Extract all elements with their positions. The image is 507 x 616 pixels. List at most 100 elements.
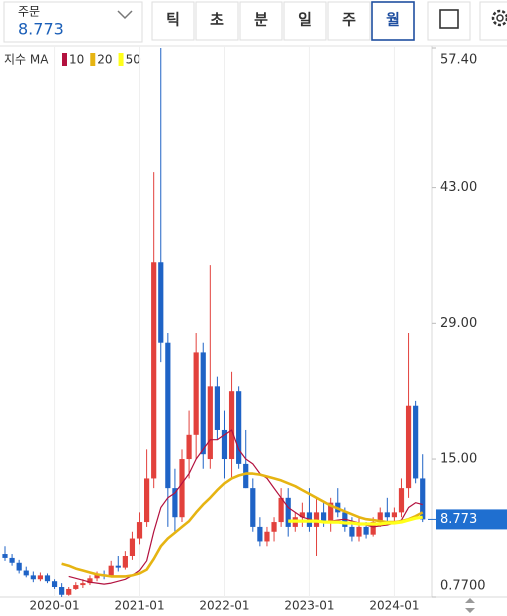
candle-body [321, 512, 327, 523]
candle-body [384, 512, 390, 518]
period-tab[interactable] [195, 1, 239, 41]
candle-body [37, 575, 43, 580]
candle-body [370, 522, 376, 535]
candle-body [278, 497, 284, 523]
toolbar: 주문 8.773 틱 초 분 일 주 월 [0, 0, 507, 46]
candle-body [59, 587, 65, 595]
period-label: 주 [342, 11, 356, 29]
x-tick-label: 2024-01 [369, 599, 419, 613]
candle-body [186, 434, 192, 460]
legend-label: 10 [69, 53, 84, 67]
period-tab[interactable] [239, 1, 283, 41]
ma-line [61, 472, 424, 578]
candle-body [87, 578, 93, 584]
legend-swatch [62, 53, 67, 66]
candle-body [115, 565, 121, 568]
order-box[interactable] [3, 1, 143, 43]
legend: 지수 MA 10 20 50 [4, 53, 141, 67]
square-button[interactable] [427, 1, 471, 41]
x-tick-label: 2020-01 [29, 599, 79, 613]
current-price-label: 8.773 [440, 512, 477, 527]
candle-body [398, 488, 405, 513]
candle-body [363, 526, 369, 535]
y-tick-label: 0.7700 [440, 579, 486, 594]
x-tick-label: 2022-01 [199, 599, 249, 613]
candle-body [44, 575, 51, 582]
dropdown-chevron[interactable] [117, 10, 133, 20]
candle-body [200, 352, 206, 455]
period-label: 월 [386, 11, 400, 29]
period-label: 틱 [166, 11, 180, 29]
legend-swatch [118, 53, 124, 66]
candle-body [51, 581, 58, 588]
gear-icon [491, 9, 507, 27]
candle-body [108, 565, 114, 577]
gear-hub [496, 14, 504, 22]
candle-body [73, 585, 79, 589]
candle-body [172, 488, 178, 518]
candle-body [391, 512, 397, 518]
settings-button[interactable] [479, 1, 507, 41]
x-tick-label: 2021-01 [114, 599, 164, 613]
legend-prefix: 지수 MA [4, 53, 49, 67]
ma-line [288, 515, 423, 526]
square-icon [439, 9, 459, 29]
candle-body [221, 429, 228, 460]
candle-body [214, 386, 220, 430]
y-tick-label: 29.00 [440, 316, 477, 331]
legend-label: 50 [126, 53, 141, 67]
candle-body [377, 512, 383, 523]
order-label: 주문 [18, 5, 40, 19]
legend-label: 20 [97, 53, 112, 67]
candle-body [264, 531, 270, 542]
candle-body [299, 512, 305, 518]
candle-body [9, 557, 15, 563]
candle-body [271, 522, 277, 532]
candle-body [129, 538, 136, 556]
period-tab[interactable] [371, 1, 415, 41]
y-tick-label: 15.00 [440, 452, 477, 467]
candle-body [349, 526, 355, 537]
y-tick-label: 57.40 [440, 53, 477, 68]
candle-body [328, 502, 334, 523]
legend-swatch [90, 53, 96, 66]
order-price: 8.773 [18, 20, 64, 39]
candle-body [250, 488, 256, 527]
candle-body [2, 554, 8, 558]
period-tab[interactable] [327, 1, 371, 41]
candle-body [94, 574, 100, 579]
candle-body [158, 262, 164, 343]
candle-body [30, 575, 36, 580]
candle-body [420, 478, 426, 520]
candle-body [405, 405, 412, 489]
candle-body [413, 405, 419, 479]
candle-body [151, 262, 157, 479]
candle-body [257, 526, 263, 542]
candle-body [285, 497, 291, 527]
current-price-box [436, 509, 507, 530]
candle-body [179, 459, 185, 518]
scroll-handle[interactable] [465, 598, 475, 613]
x-tick-label: 2023-01 [284, 599, 334, 613]
candle-body [144, 478, 150, 523]
period-tab[interactable] [151, 1, 195, 41]
period-tab[interactable] [283, 1, 327, 41]
period-label: 일 [298, 11, 312, 29]
candle-body [356, 526, 362, 537]
candle-body [66, 588, 72, 595]
period-label: 초 [210, 11, 224, 29]
candle-body [16, 562, 22, 571]
period-label: 분 [254, 11, 268, 29]
candle-body [136, 522, 143, 539]
candle-body [228, 391, 235, 460]
candle-body [165, 342, 171, 489]
candle-body [236, 391, 242, 464]
candle-body [80, 583, 86, 586]
candle-body [193, 352, 199, 435]
candle-body [23, 570, 29, 576]
y-tick-label: 43.00 [440, 180, 477, 195]
candle-body [122, 555, 128, 568]
candle-body [207, 386, 213, 460]
